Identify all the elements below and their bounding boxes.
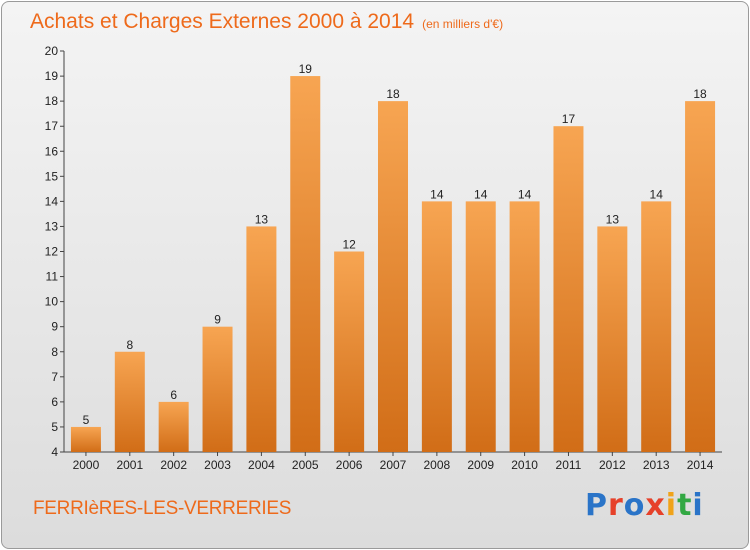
y-tick-label: 10	[45, 295, 59, 309]
chart-title-text: Achats et Charges Externes 2000 à 2014	[30, 10, 415, 33]
y-tick-label: 8	[51, 345, 58, 359]
chart-title: Achats et Charges Externes 2000 à 2014 (e…	[30, 10, 503, 34]
bar-value-label: 18	[693, 87, 707, 101]
y-tick-label: 11	[46, 270, 59, 284]
bar	[70, 426, 101, 452]
bar	[685, 101, 716, 452]
y-tick-label: 6	[51, 395, 58, 409]
bar	[290, 76, 321, 452]
logo-letter: i	[665, 488, 678, 523]
logo-letter: o	[623, 488, 646, 523]
bar	[246, 226, 277, 452]
bar-value-label: 13	[606, 212, 620, 226]
logo-letter: P	[585, 488, 608, 523]
x-tick-label: 2007	[380, 458, 407, 472]
y-tick-label: 7	[51, 370, 58, 384]
x-tick-label: 2002	[160, 458, 187, 472]
bar-value-label: 8	[126, 338, 133, 352]
bar	[597, 226, 628, 452]
x-tick-label: 2012	[599, 458, 626, 472]
x-tick-label: 2003	[204, 458, 231, 472]
bar	[641, 201, 672, 452]
bar-value-label: 14	[650, 187, 664, 201]
x-tick-label: 2011	[556, 458, 582, 472]
y-tick-label: 16	[45, 144, 59, 158]
logo-letter: t	[677, 488, 693, 523]
y-tick-label: 18	[45, 94, 59, 108]
x-tick-label: 2014	[687, 458, 714, 472]
chart-labels: 5 2000 8 2001 6 2002 9 2003 13 2004 19 2005 12 2006 18…	[73, 62, 714, 472]
y-tick-label: 19	[45, 69, 59, 83]
y-tick-label: 12	[45, 245, 59, 259]
town-name: FERRIèRES-LES-VERRERIES	[33, 498, 292, 519]
bar-value-label: 14	[518, 187, 532, 201]
y-tick-label: 9	[51, 320, 58, 334]
bar	[158, 401, 189, 452]
bar	[378, 101, 408, 452]
y-tick-label: 5	[51, 420, 58, 434]
logo-letter: x	[645, 488, 666, 523]
chart-subtitle: (en milliers d'€)	[422, 17, 504, 31]
bar-value-label: 6	[170, 388, 177, 402]
logo-letter: i	[692, 488, 704, 523]
proxiti-logo: Proxiti	[585, 488, 704, 523]
bar-value-label: 5	[83, 413, 90, 427]
y-tick-label: 13	[45, 219, 59, 233]
bar	[465, 201, 496, 452]
x-tick-label: 2006	[336, 458, 363, 472]
logo-letter: r	[608, 488, 624, 523]
bar	[202, 326, 233, 452]
bar	[553, 126, 584, 452]
bar-value-label: 19	[299, 62, 313, 76]
bar-value-label: 13	[255, 212, 269, 226]
x-tick-label: 2008	[424, 458, 451, 472]
bar	[421, 201, 452, 452]
bar-value-label: 12	[342, 238, 356, 252]
y-tick-label: 17	[45, 119, 59, 133]
x-tick-label: 2010	[511, 458, 538, 472]
x-tick-label: 2005	[292, 458, 319, 472]
bar	[334, 251, 365, 452]
bar	[509, 201, 540, 452]
y-tick-label: 4	[51, 445, 58, 459]
y-tick-label: 15	[45, 169, 59, 183]
bar-value-label: 17	[562, 112, 576, 126]
x-tick-label: 2000	[73, 458, 100, 472]
bar-value-label: 9	[214, 313, 221, 327]
chart-bars	[70, 76, 716, 452]
bar	[114, 351, 145, 452]
bar-value-label: 14	[430, 187, 444, 201]
bar-value-label: 14	[474, 187, 488, 201]
x-tick-label: 2009	[467, 458, 494, 472]
y-tick-label: 14	[45, 194, 59, 208]
x-tick-label: 2013	[643, 458, 670, 472]
x-tick-label: 2001	[116, 458, 143, 472]
x-tick-label: 2004	[248, 458, 275, 472]
y-tick-label: 20	[45, 44, 59, 58]
bar-value-label: 18	[386, 87, 400, 101]
